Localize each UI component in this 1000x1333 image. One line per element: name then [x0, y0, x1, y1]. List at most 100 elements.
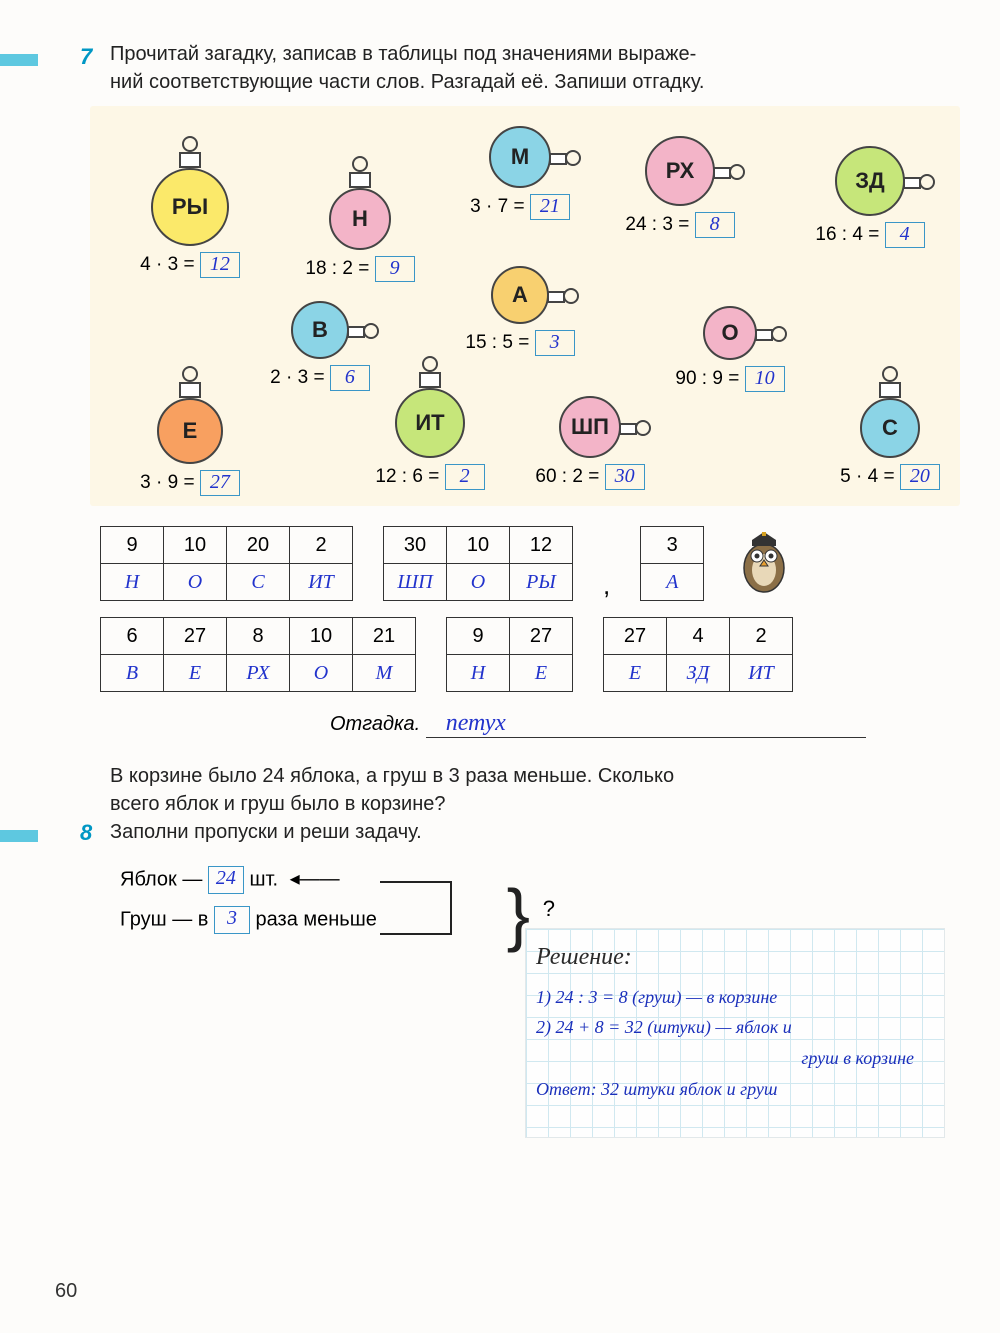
- solution-answer: Ответ: 32 штуки яблок и груш: [536, 1074, 934, 1105]
- ornament-ball: В: [291, 301, 349, 359]
- pears-label: Груш — в: [120, 908, 208, 930]
- ornament: М 3 · 7 = 21: [460, 126, 580, 220]
- word-table: 62781021ВЕРХОМ: [100, 617, 416, 692]
- ornament-ball: Е: [157, 398, 223, 464]
- equation-expr: 15 : 5 =: [465, 332, 534, 353]
- apples-value: 24: [208, 866, 244, 894]
- table-cell-num: 4: [667, 618, 730, 655]
- ornament-equation: 90 : 9 = 10: [670, 366, 790, 392]
- arrow-connector: [380, 881, 452, 935]
- comma: ,: [603, 570, 610, 601]
- task8-line2: всего яблок и груш было в корзине?: [110, 793, 446, 815]
- ornament-ring-icon: [729, 164, 745, 180]
- ornament-ball: ШП: [559, 396, 621, 458]
- table-cell-letter: Н: [101, 564, 164, 601]
- task7-line1: Прочитай загадку, записав в таблицы под …: [110, 43, 696, 65]
- ornament-ball: РХ: [645, 136, 715, 206]
- ornament: ИТ 12 : 6 = 2: [370, 356, 490, 490]
- otgadka-label: Отгадка.: [330, 713, 420, 735]
- word-table: 2742ЕЗДИТ: [603, 617, 793, 692]
- table-cell-num: 3: [641, 527, 704, 564]
- ornament-ring-icon: [182, 136, 198, 152]
- ornament-cap-icon: [879, 382, 901, 398]
- task8-line3: Заполни пропуски и реши задачу.: [110, 821, 422, 843]
- equation-answer: 9: [375, 256, 415, 282]
- ornament-ring-icon: [363, 323, 379, 339]
- table-cell-letter: О: [447, 564, 510, 601]
- ornament-ball: О: [703, 306, 757, 360]
- word-table: 3А: [640, 526, 704, 601]
- ornament-ring-icon: [352, 156, 368, 172]
- ornament-ball: А: [491, 266, 549, 324]
- ornament-ring-icon: [919, 174, 935, 190]
- solution-line2b: груш в корзине: [536, 1043, 934, 1074]
- ornament: О 90 : 9 = 10: [670, 306, 790, 392]
- ornament-ring-icon: [563, 288, 579, 304]
- ornament-ring-icon: [182, 366, 198, 382]
- ornament-puzzle: РЫ 4 · 3 = 12 Н18 : 2 = 9 М 3 · 7 = 21 РХ 24 :…: [90, 106, 960, 506]
- task8-text: В корзине было 24 яблока, а груш в 3 раз…: [110, 762, 950, 846]
- equation-answer: 10: [745, 366, 785, 392]
- ornament: Е 3 · 9 = 27: [130, 366, 250, 496]
- ornament-ball: РЫ: [151, 168, 229, 246]
- table-cell-num: 2: [290, 527, 353, 564]
- accent-bar-8: [0, 830, 38, 842]
- equation-expr: 60 : 2 =: [535, 466, 604, 487]
- table-cell-num: 20: [227, 527, 290, 564]
- ornament-ball: М: [489, 126, 551, 188]
- table-cell-num: 27: [604, 618, 667, 655]
- table-cell-letter: РХ: [227, 655, 290, 692]
- equation-answer: 12: [200, 252, 240, 278]
- solution-line2: 2) 24 + 8 = 32 (штуки) — яблок и: [536, 1012, 934, 1043]
- table-cell-letter: Е: [604, 655, 667, 692]
- table-cell-num: 27: [510, 618, 573, 655]
- pears-value: 3: [214, 906, 250, 934]
- table-cell-num: 30: [384, 527, 447, 564]
- solution-title: Решение:: [536, 937, 934, 978]
- word-tables-row2: 62781021ВЕРХОМ927НЕ2742ЕЗДИТ: [100, 617, 950, 692]
- ornament: С5 · 4 = 20: [830, 366, 950, 490]
- word-table: 910202НОСИТ: [100, 526, 353, 601]
- solution-line1: 1) 24 : 3 = 8 (груш) — в корзине: [536, 982, 934, 1013]
- ornament: РХ 24 : 3 = 8: [620, 136, 740, 238]
- task7-number: 7: [80, 44, 92, 70]
- workbook-page: 7 Прочитай загадку, записав в таблицы по…: [0, 0, 1000, 1333]
- table-cell-letter: ИТ: [290, 564, 353, 601]
- equation-expr: 3 · 7 =: [470, 196, 530, 217]
- ornament: ШП60 : 2 = 30: [530, 396, 650, 490]
- ornament: А 15 : 5 = 3: [460, 266, 580, 356]
- table-cell-letter: О: [164, 564, 227, 601]
- equation-answer: 3: [535, 330, 575, 356]
- table-cell-num: 9: [101, 527, 164, 564]
- ornament-equation: 4 · 3 = 12: [130, 252, 250, 278]
- ornament-equation: 16 : 4 = 4: [810, 222, 930, 248]
- ornament-ball: ЗД: [835, 146, 905, 216]
- ornament-equation: 15 : 5 = 3: [460, 330, 580, 356]
- table-cell-letter: М: [353, 655, 416, 692]
- equation-answer: 21: [530, 194, 570, 220]
- ornament: Н18 : 2 = 9: [300, 156, 420, 282]
- table-cell-num: 10: [164, 527, 227, 564]
- equation-answer: 4: [885, 222, 925, 248]
- ornament-ring-icon: [882, 366, 898, 382]
- question-mark: ?: [543, 896, 555, 922]
- table-cell-letter: Е: [510, 655, 573, 692]
- ornament-equation: 12 : 6 = 2: [370, 464, 490, 490]
- ornament-equation: 24 : 3 = 8: [620, 212, 740, 238]
- table-cell-letter: В: [101, 655, 164, 692]
- ornament-cap-icon: [349, 172, 371, 188]
- task8-number: 8: [80, 820, 92, 846]
- equation-expr: 5 · 4 =: [840, 466, 900, 487]
- table-cell-letter: А: [641, 564, 704, 601]
- apples-unit: шт.: [249, 868, 278, 890]
- table-cell-num: 10: [290, 618, 353, 655]
- table-cell-num: 6: [101, 618, 164, 655]
- task8-line1: В корзине было 24 яблока, а груш в 3 раз…: [110, 765, 674, 787]
- ornament: РЫ 4 · 3 = 12: [130, 136, 250, 278]
- ornament-equation: 3 · 9 = 27: [130, 470, 250, 496]
- ornament-cap-icon: [419, 372, 441, 388]
- ornament-ball: ИТ: [395, 388, 465, 458]
- ornament-equation: 18 : 2 = 9: [300, 256, 420, 282]
- equation-expr: 16 : 4 =: [815, 224, 884, 245]
- ornament-ring-icon: [565, 150, 581, 166]
